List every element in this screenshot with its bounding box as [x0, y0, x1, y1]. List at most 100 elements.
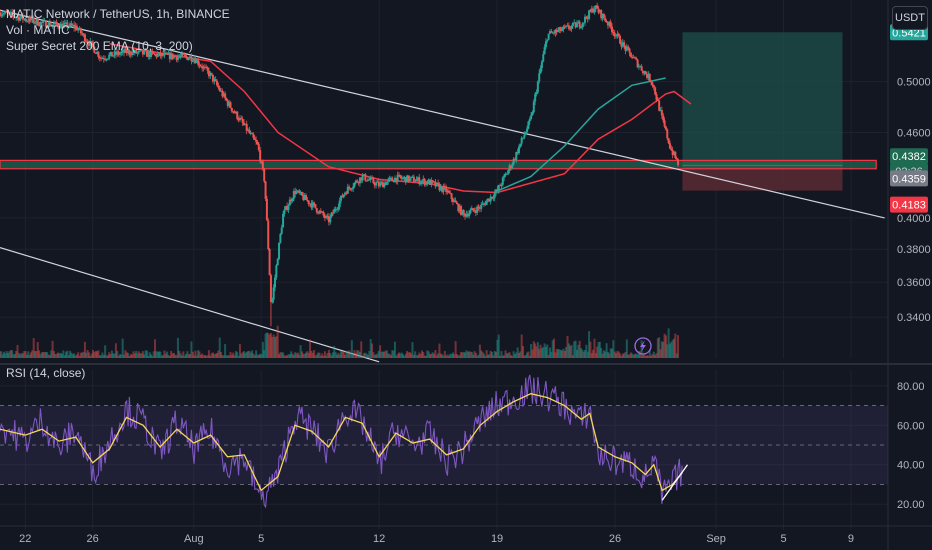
candle-body-417 — [561, 29, 564, 32]
volume-bar-38 — [50, 350, 53, 358]
volume-bar-437 — [588, 331, 591, 358]
candle-body-133 — [178, 56, 181, 58]
lightning-icon[interactable] — [634, 337, 652, 355]
volume-bar-387 — [520, 334, 523, 358]
volume-bar-459 — [617, 351, 620, 358]
symbol-legend[interactable]: MATIC Network / TetherUS, 1h, BINANCE — [6, 7, 230, 21]
candle-body-216 — [290, 199, 293, 202]
volume-bar-138 — [185, 354, 188, 358]
candle-body-393 — [528, 118, 531, 122]
candle-body-70 — [93, 46, 96, 53]
candle-body-310 — [416, 177, 419, 180]
volume-bar-499 — [671, 339, 674, 358]
volume-bar-194 — [260, 354, 263, 358]
candle-body-33 — [43, 20, 46, 22]
rsi-legend[interactable]: RSI (14, close) — [6, 366, 86, 380]
candle-body-373 — [501, 177, 504, 185]
volume-bar-376 — [505, 353, 508, 358]
candle-body-290 — [389, 177, 392, 179]
volume-bar-252 — [338, 354, 341, 358]
volume-bar-78 — [104, 345, 107, 358]
candle-body-368 — [495, 189, 498, 193]
volume-legend[interactable]: Vol · MATIC — [6, 23, 70, 37]
candle-body-391 — [526, 128, 529, 133]
candle-body-388 — [522, 137, 525, 139]
volume-bar-21 — [27, 351, 30, 358]
candle-body-489 — [658, 100, 661, 111]
candle-body-495 — [666, 129, 669, 139]
volume-bar-235 — [315, 354, 318, 358]
volume-bar-94 — [125, 352, 128, 358]
candle-body-428 — [575, 23, 578, 28]
volume-bar-350 — [470, 352, 473, 358]
volume-bar-474 — [637, 351, 640, 358]
candle-body-61 — [81, 33, 84, 35]
volume-bar-189 — [253, 355, 256, 358]
volume-bar-309 — [415, 355, 418, 358]
candle-body-465 — [625, 46, 628, 51]
candle-body-79 — [105, 59, 108, 61]
candle-body-285 — [383, 182, 386, 188]
volume-bar-82 — [109, 354, 112, 358]
candle-body-307 — [412, 176, 415, 182]
candle-body-240 — [322, 211, 325, 216]
candle-body-488 — [656, 99, 659, 101]
candle-body-418 — [562, 26, 565, 30]
candle-body-125 — [167, 52, 170, 55]
ema-legend[interactable]: Super Secret 200 EMA (10, 3, 200) — [6, 39, 193, 53]
candle-body-268 — [360, 177, 363, 181]
price-tick-label-3: 0.4000 — [897, 213, 931, 225]
candle-body-186 — [249, 133, 252, 135]
volume-bar-438 — [589, 341, 592, 358]
candle-body-317 — [426, 181, 429, 184]
candle-body-202 — [271, 299, 274, 303]
volume-bar-29 — [38, 350, 41, 358]
candle-body-138 — [185, 55, 188, 57]
candle-body-35 — [46, 27, 49, 29]
candle-body-177 — [237, 118, 240, 121]
candle-body-100 — [133, 49, 136, 53]
volume-bar-169 — [226, 355, 229, 358]
volume-bar-281 — [377, 350, 380, 358]
volume-bar-249 — [334, 352, 337, 358]
volume-bar-330 — [443, 350, 446, 358]
candles — [0, 2, 680, 327]
volume-bar-110 — [147, 355, 150, 358]
volume-bar-408 — [548, 347, 551, 358]
volume-bar-24 — [31, 350, 34, 358]
candle-body-270 — [362, 174, 365, 176]
candle-body-304 — [408, 177, 411, 182]
volume-bar-62 — [82, 351, 85, 358]
volume-bar-8 — [9, 350, 12, 358]
candle-body-108 — [144, 50, 147, 52]
volume-bar-483 — [650, 355, 653, 358]
volume-bar-177 — [237, 355, 240, 358]
volume-bar-327 — [439, 353, 442, 358]
volume-bar-446 — [600, 348, 603, 358]
volume-bar-303 — [407, 352, 410, 358]
candle-body-349 — [469, 210, 472, 214]
candle-body-83 — [110, 51, 113, 57]
candle-body-396 — [532, 101, 535, 113]
candle-body-470 — [632, 57, 635, 59]
volume-bar-48 — [63, 355, 66, 358]
candle-body-71 — [94, 52, 97, 54]
volume-bar-184 — [247, 351, 250, 358]
candle-body-66 — [87, 42, 90, 46]
candle-body-49 — [65, 22, 68, 24]
x-tick-label-2: Aug — [184, 533, 204, 545]
candle-body-405 — [544, 41, 547, 48]
volume-bar-47 — [62, 350, 65, 358]
volume-bar-424 — [570, 344, 573, 358]
candle-body-123 — [164, 52, 167, 54]
currency-badge[interactable]: USDT — [892, 6, 928, 30]
volume-bar-493 — [663, 333, 666, 358]
volume-bar-297 — [399, 353, 402, 358]
volume-bar-463 — [623, 353, 626, 358]
candle-body-462 — [621, 42, 624, 47]
candle-body-255 — [342, 194, 345, 198]
volume-bar-50 — [66, 350, 69, 358]
volume-bar-357 — [480, 350, 483, 358]
volume-bar-185 — [248, 350, 251, 358]
